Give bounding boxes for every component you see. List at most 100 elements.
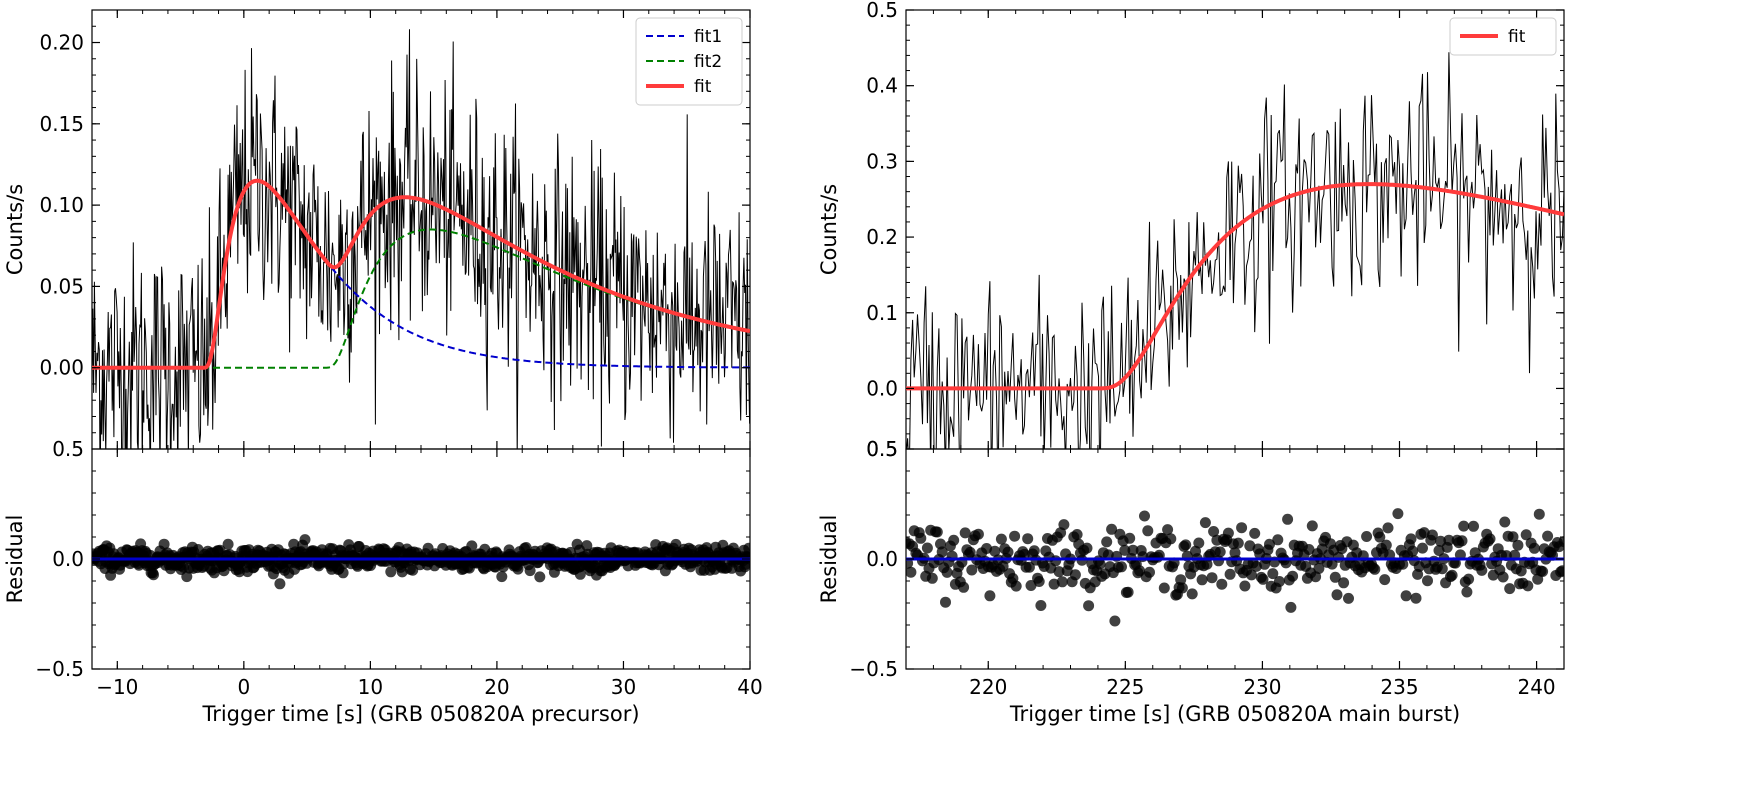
residual-point: [972, 528, 984, 540]
y-axis-label: Counts/s: [3, 184, 27, 275]
residual-point: [921, 542, 933, 554]
residual-point: [148, 569, 159, 581]
residual-point: [534, 571, 546, 583]
residual-point: [1476, 564, 1488, 576]
residual-point: [1010, 580, 1022, 592]
y-tick-label-bottom: 0.5: [866, 437, 898, 461]
residual-point: [574, 568, 586, 580]
y-axis-label: Counts/s: [817, 184, 841, 275]
residual-point: [1520, 529, 1532, 541]
residual-point: [581, 540, 593, 552]
left-top-plot-area: [92, 29, 750, 449]
y-tick-label: 0.5: [866, 0, 898, 22]
residual-point: [1144, 566, 1155, 578]
residual-point: [1165, 533, 1177, 545]
residual-point: [940, 596, 951, 608]
residual-point: [1446, 569, 1458, 581]
x-tick-label: 240: [1517, 675, 1555, 699]
residual-point: [1417, 542, 1428, 554]
residual-point: [1257, 573, 1269, 585]
y-tick-label: −0.5: [35, 657, 84, 681]
residual-point: [181, 571, 193, 583]
residual-point: [1374, 531, 1386, 543]
residual-point: [1369, 563, 1381, 575]
residual-point: [941, 566, 953, 578]
x-tick-label: 10: [358, 675, 383, 699]
residual-point: [1106, 523, 1118, 535]
residual-point: [1101, 536, 1113, 548]
residual-point: [1468, 520, 1479, 532]
residual-point: [1122, 586, 1134, 598]
left-bottom-frame: −0.5 0.0 −10 0 10 20 30 40 Residual Trigger time …: [3, 448, 763, 726]
residual-point: [1497, 571, 1509, 583]
residual-point: [1484, 533, 1496, 545]
residual-point: [1542, 530, 1554, 542]
residual-point: [1504, 583, 1516, 595]
y-tick-label: 0.0: [866, 547, 898, 571]
residual-point: [1180, 539, 1192, 551]
x-tick-label: 0: [237, 675, 250, 699]
residual-point: [524, 565, 536, 577]
right-bottom-frame: −0.5 0.0 0.5 220 225 230 235 240 Residual Trigger…: [817, 437, 1565, 726]
legend-label-fit: fit: [1508, 27, 1526, 47]
residual-point: [1224, 568, 1236, 580]
residual-point: [299, 534, 311, 546]
residual-point: [936, 546, 948, 558]
series-fit1-line: [92, 179, 750, 369]
residual-point: [1002, 546, 1014, 558]
x-tick-label: 230: [1243, 675, 1281, 699]
residual-point: [1499, 516, 1511, 528]
residual-point: [984, 590, 996, 602]
residual-point: [906, 566, 917, 578]
residual-point: [1035, 600, 1047, 611]
residual-point: [1175, 574, 1187, 586]
residual-point: [1397, 558, 1409, 570]
residual-point: [1249, 527, 1261, 539]
residual-point: [385, 566, 397, 578]
residual-point: [1033, 576, 1045, 587]
right-top-frame: 0.0 0.1 0.2 0.3 0.4 0.5 0.5 Counts/s fit: [817, 0, 1565, 461]
x-tick-label: 235: [1380, 675, 1418, 699]
residual-point: [1058, 519, 1070, 531]
residual-point: [915, 532, 927, 544]
residual-point: [995, 533, 1007, 545]
residual-point: [1022, 533, 1034, 545]
x-tick-label: 30: [611, 675, 636, 699]
x-tick-label: 20: [484, 675, 509, 699]
residual-point: [466, 540, 478, 552]
residual-point: [1528, 542, 1540, 554]
legend: fit: [1449, 17, 1557, 56]
residual-point: [1199, 517, 1211, 529]
y-tick-label: 0.00: [39, 356, 84, 380]
residual-point: [1056, 576, 1068, 588]
residual-point: [274, 578, 286, 590]
residual-point: [1216, 578, 1228, 590]
residual-point: [1556, 565, 1564, 577]
right-bottom-plot-area: [906, 508, 1564, 627]
residual-point: [1162, 524, 1174, 536]
x-tick-label: 225: [1106, 675, 1144, 699]
residual-point: [959, 527, 971, 539]
data-series-line: [906, 52, 1564, 449]
residual-point: [1025, 580, 1037, 591]
residual-point: [1196, 574, 1208, 586]
residual-point: [1053, 566, 1065, 578]
x-tick-label: −10: [96, 675, 138, 699]
residual-point: [1071, 529, 1083, 540]
residual-point: [1023, 561, 1035, 573]
residual-point: [948, 534, 960, 546]
residual-point: [1392, 508, 1404, 520]
y-tick-label-bottom: 0.5: [52, 437, 84, 461]
residual-point: [1533, 508, 1545, 520]
y-tick-label: 0.0: [52, 547, 84, 571]
residual-point: [1273, 576, 1285, 587]
residual-point: [1116, 561, 1127, 573]
residual-point: [1193, 537, 1205, 549]
residual-point: [1443, 534, 1455, 546]
y-tick-label: 0.20: [39, 31, 84, 55]
residual-point: [496, 571, 508, 583]
residual-point: [1306, 520, 1318, 532]
y-tick-label: 0.0: [866, 376, 898, 400]
residual-point: [1400, 590, 1412, 602]
